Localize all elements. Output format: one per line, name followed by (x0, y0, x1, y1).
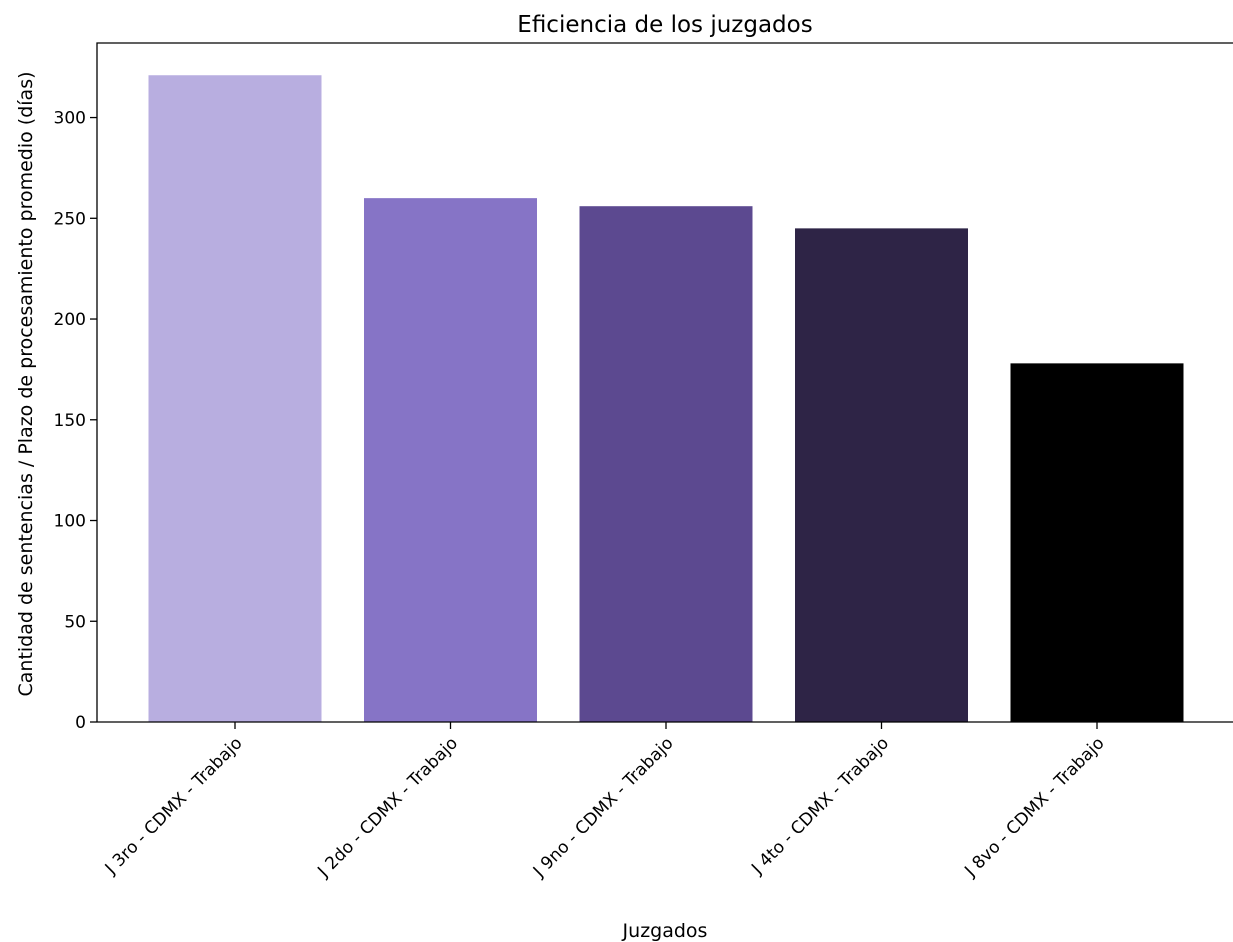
y-tick-label: 50 (64, 612, 86, 632)
x-tick-label: J 3ro - CDMX - Trabajo (101, 733, 247, 879)
y-tick-label: 250 (54, 209, 86, 229)
y-axis-ticks: 0 50 100 150 200 250 300 (54, 109, 97, 733)
bar-2 (364, 198, 537, 722)
y-tick-label: 0 (75, 713, 86, 733)
bar-1 (148, 75, 322, 723)
x-tick-label: J 9no - CDMX - Trabajo (529, 733, 678, 882)
bar-4 (795, 228, 968, 722)
chart-title: Eficiencia de los juzgados (517, 12, 812, 38)
y-tick-label: 300 (54, 109, 86, 129)
x-tick-label: J 8vo - CDMX - Trabajo (960, 733, 1108, 881)
y-tick-label: 200 (54, 310, 86, 330)
x-axis-label: Juzgados (622, 920, 708, 942)
plot-frame (96, 42, 1233, 723)
y-tick-label: 100 (54, 512, 86, 532)
x-tick-label: J 4to - CDMX - Trabajo (747, 733, 893, 879)
y-axis-label: Cantidad de sentencias / Plazo de proces… (15, 71, 37, 696)
x-tick-label: J 2do - CDMX - Trabajo (313, 733, 462, 882)
bar-3 (579, 206, 753, 722)
bar-5 (1010, 363, 1184, 722)
x-axis-ticks: J 3ro - CDMX - Trabajo J 2do - CDMX - Tra… (101, 722, 1109, 882)
y-tick-label: 150 (54, 411, 86, 431)
bars-group (148, 75, 1184, 723)
